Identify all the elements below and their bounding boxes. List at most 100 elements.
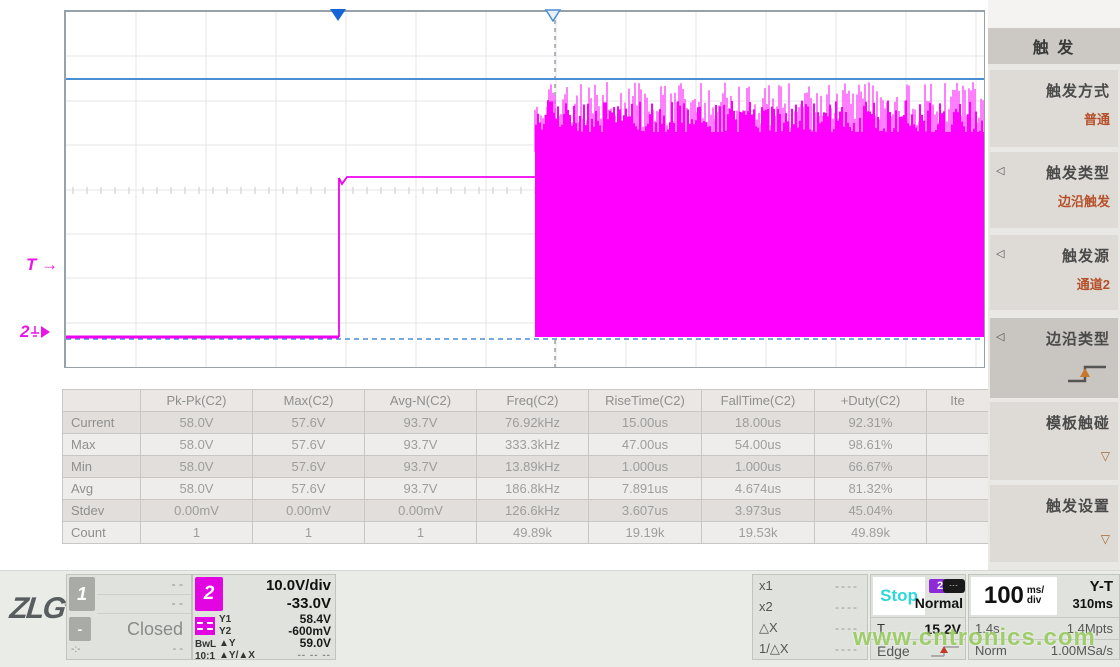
- measure-cell: 93.7V: [364, 455, 477, 478]
- trigger-menu-button-0[interactable]: 触发方式 普通: [990, 70, 1118, 147]
- measure-cell: 76.92kHz: [476, 411, 589, 434]
- channel1-value-mid: - -: [171, 596, 183, 610]
- trigger-menu-title: 触 发: [988, 28, 1120, 64]
- measure-row-label: Avg: [62, 477, 141, 500]
- measure-cell: 1.000us: [588, 455, 702, 478]
- trigger-status-box[interactable]: Stop 2 --- Normal T 15.2V Edge: [870, 574, 966, 660]
- waveform-plot[interactable]: [64, 10, 985, 368]
- zlg-logo: ZLG®: [8, 592, 72, 625]
- measure-cell: 49.89k: [476, 521, 589, 544]
- measure-row-label: Current: [62, 411, 141, 434]
- channel1-status-box[interactable]: 1 - - - - - Closed -:- - -: [66, 574, 192, 660]
- channel2-scale: 10.0V/div: [265, 577, 331, 594]
- expand-left-icon: ◁: [996, 248, 1005, 260]
- channel2-ground-marker[interactable]: 2: [20, 322, 51, 342]
- channel2-cursor-chip-icon: [195, 617, 215, 635]
- measure-row-label: Count: [62, 521, 141, 544]
- measure-cell: [926, 411, 989, 434]
- measurement-table: Pk-Pk(C2) Max(C2) Avg-N(C2) Freq(C2) RiseTim…: [62, 389, 989, 544]
- channel1-coupling: -:-: [71, 644, 81, 655]
- button-value: 普通: [1083, 112, 1110, 127]
- measure-cell: 0.00mV: [364, 499, 477, 522]
- trigger-position-marker-icon[interactable]: [544, 9, 562, 27]
- measure-cell: 13.89kHz: [476, 455, 589, 478]
- cursor-label: ▲Y/▲X: [219, 649, 255, 661]
- measure-row-avg: Avg 58.0V 57.6V 93.7V 186.8kHz 7.891us 4.674us…: [62, 477, 989, 500]
- measure-col-header: [62, 389, 141, 412]
- trigger-menu-button-1[interactable]: ◁ 触发类型 边沿触发: [990, 152, 1118, 228]
- measure-cell: 7.891us: [588, 477, 702, 500]
- measure-row-stdev: Stdev 0.00mV 0.00mV 0.00mV 126.6kHz 3.607us 3.…: [62, 499, 989, 522]
- measure-cell: [926, 477, 989, 500]
- measurement-table-header: Pk-Pk(C2) Max(C2) Avg-N(C2) Freq(C2) RiseTim…: [62, 389, 989, 412]
- measure-cell: 1: [252, 521, 365, 544]
- measure-cell: 54.00us: [701, 433, 815, 456]
- timebase-scale-chip[interactable]: 100 ms/ div: [971, 577, 1057, 615]
- x-cursor-value: ----: [835, 641, 859, 656]
- x-cursor-row: 1/△X ----: [753, 638, 867, 659]
- channel2-probe-label: 10:1: [195, 651, 216, 662]
- x-cursor-value: ----: [835, 620, 859, 635]
- measure-cell: 58.0V: [140, 477, 253, 500]
- measure-cell: 57.6V: [252, 411, 365, 434]
- button-value: 边沿触发: [1057, 194, 1110, 209]
- channel2-offset: -33.0V: [286, 595, 331, 612]
- trigger-delay-marker-icon[interactable]: [330, 9, 346, 21]
- trigger-menu-button-3[interactable]: ◁ 边沿类型: [990, 318, 1118, 398]
- trigger-menu-button-4[interactable]: 模板触碰 ▽: [990, 402, 1118, 480]
- measure-cell: 98.61%: [814, 433, 927, 456]
- trigger-level-value: 15.2V: [924, 620, 961, 637]
- trigger-sweep-mode: Normal: [914, 595, 963, 611]
- cursor-label: Y1: [219, 613, 232, 625]
- channel2-badge: 2: [195, 577, 223, 611]
- ground-symbol-icon: [31, 326, 40, 337]
- measure-cell: [926, 455, 989, 478]
- measure-col-header: RiseTime(C2): [588, 389, 702, 412]
- measure-cell: 15.00us: [588, 411, 702, 434]
- measure-cell: 58.0V: [140, 411, 253, 434]
- measure-cell: 126.6kHz: [476, 499, 589, 522]
- trigger-menu-button-5[interactable]: 触发设置 ▽: [990, 485, 1118, 562]
- cursor-value: 58.4V: [299, 612, 331, 626]
- ch2-cursor-row: ▲Y/▲X -- -- --: [219, 649, 335, 661]
- measure-cell: [926, 499, 989, 522]
- watermark: www.cntronics.com: [853, 624, 1096, 651]
- ch2-cursor-row: Y2 -600mV: [219, 624, 335, 638]
- timebase-unit-bottom: div: [1026, 595, 1042, 606]
- channel1-value-top: - -: [171, 577, 183, 591]
- measure-col-header: Max(C2): [252, 389, 365, 412]
- timebase-box[interactable]: 100 ms/ div Y-T 310ms 1.4s 1.4Mpts Norm …: [968, 574, 1120, 660]
- trigger-menu-button-2[interactable]: ◁ 触发源 通道2: [990, 235, 1118, 310]
- measure-cell: 93.7V: [364, 433, 477, 456]
- sample-rate: 1.00MSa/s: [1050, 643, 1113, 658]
- ch2-cursor-row: ▲Y 59.0V: [219, 636, 335, 650]
- measure-col-header: +Duty(C2): [814, 389, 927, 412]
- x-cursor-label: 1/△X: [759, 640, 789, 656]
- channel1-sub-badge: -: [69, 617, 91, 641]
- x-cursor-readout-box: x1 ---- x2 ---- △X ---- 1/△X ----: [752, 574, 868, 660]
- acquisition-state[interactable]: Stop: [873, 577, 925, 615]
- channel2-status-box[interactable]: 2 10.0V/div -33.0V BwL 10:1 Y1 58.4V Y2 -60…: [192, 574, 336, 662]
- expand-down-icon: ▽: [1100, 532, 1110, 546]
- measure-row-current: Current 58.0V 57.6V 93.7V 76.92kHz 15.00us 18.…: [62, 411, 989, 434]
- cursor-value: -- -- --: [297, 649, 331, 661]
- expand-left-icon: ◁: [996, 165, 1005, 177]
- trigger-level-label: T: [26, 255, 37, 274]
- memory-icon: ---: [943, 579, 965, 593]
- timebase-unit-top: ms/: [1026, 585, 1045, 596]
- sidebar-top-strip: [988, 0, 1120, 28]
- x-cursor-label: △X: [759, 619, 778, 635]
- measure-cell: 57.6V: [252, 433, 365, 456]
- measure-cell: 1.000us: [701, 455, 815, 478]
- measure-row-min: Min 58.0V 57.6V 93.7V 13.89kHz 1.000us 1.000us…: [62, 455, 989, 478]
- right-arrow-icon: [41, 326, 51, 338]
- cursor-label: ▲Y: [219, 637, 236, 649]
- measure-cell: 57.6V: [252, 455, 365, 478]
- channel1-state: Closed: [126, 619, 183, 639]
- window-time: 310ms: [1072, 596, 1113, 611]
- measure-cell: 18.00us: [701, 411, 815, 434]
- measure-cell: 92.31%: [814, 411, 927, 434]
- measure-cell: 19.53k: [701, 521, 815, 544]
- trigger-level-marker[interactable]: T →: [26, 255, 58, 275]
